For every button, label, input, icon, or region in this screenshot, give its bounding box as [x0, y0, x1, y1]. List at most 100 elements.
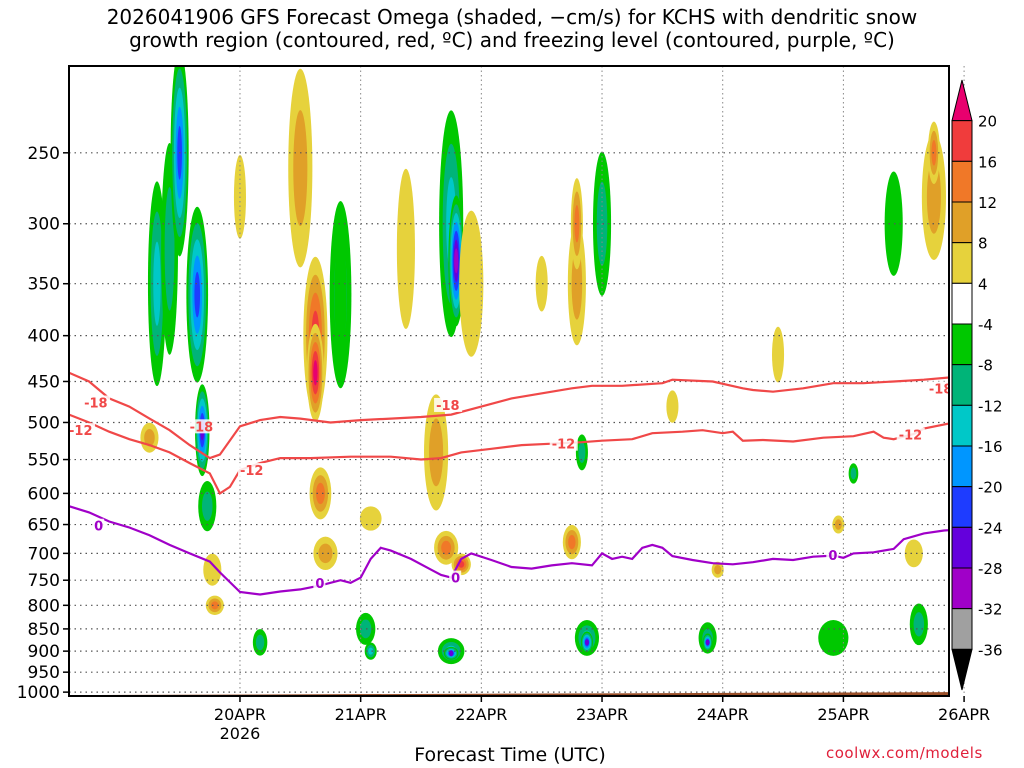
omega-cell-53-0: [666, 390, 679, 423]
y-tick-label: 950: [28, 663, 60, 683]
omega-cell-43-1: [926, 160, 941, 234]
omega-cell-50-2: [1002, 436, 1007, 454]
colorbar-swatch-5: [951, 282, 973, 325]
y-tick-label: 350: [28, 275, 60, 295]
contour-label: -18: [190, 420, 214, 435]
omega-cell-16-0: [334, 229, 347, 361]
colorbar-label: -8: [978, 357, 993, 375]
y-tick-label: 750: [28, 571, 60, 591]
colorbar-label: -24: [978, 519, 1003, 537]
omega-cell-54-0: [535, 255, 548, 312]
colorbar-swatch-9: [951, 445, 973, 488]
omega-cell-10-1: [293, 110, 308, 227]
contour-label: -18: [84, 397, 108, 412]
omega-cell-27-5: [449, 650, 454, 657]
omega-cell-48-1: [978, 495, 991, 517]
x-tick-label: 26APR: [938, 705, 990, 724]
contour-label: -18: [436, 399, 460, 414]
contour-label-bg-9: [313, 575, 326, 590]
omega-cell-12-4: [313, 360, 318, 386]
colorbar-label: 4: [978, 275, 988, 293]
temperature-contours: -18 -12 -18 -12 -18 -12 -18 -12 0 0 0 0: [69, 371, 953, 596]
omega-cell-21-1: [429, 418, 444, 487]
colorbar-swatch-2: [951, 160, 973, 203]
colorbar-swatch-13: [951, 608, 973, 650]
chart-title: 2026041906 GFS Forecast Omega (shaded, −…: [0, 6, 1024, 52]
contour-label: 0: [94, 520, 103, 535]
colorbar-label: -20: [978, 479, 1003, 497]
omega-cell-55-0: [884, 171, 903, 276]
omega-shading: [140, 66, 1024, 665]
contour-label-bg-7: [896, 427, 925, 442]
colorbar-swatch-3: [951, 201, 973, 244]
colorbar-label: 8: [978, 235, 988, 253]
x-axis-label: Forecast Time (UTC): [414, 744, 606, 766]
y-tick-label: 1000: [17, 683, 60, 703]
gridlines: [69, 66, 965, 696]
omega-cell-52-0: [771, 326, 785, 383]
x-tick-label: 23APR: [576, 705, 628, 724]
omega-cell-39-0: [818, 620, 849, 656]
colorbar-swatch-8: [951, 404, 973, 447]
x-tick-label: 22APR: [455, 705, 507, 724]
colorbar-swatch-4: [951, 242, 973, 284]
contour-label: -12: [69, 424, 93, 439]
colorbar-swatch-12: [951, 567, 973, 610]
omega-cell-40-1: [834, 519, 842, 530]
y-tick-label: 300: [28, 215, 60, 235]
contour-label-bg-3: [237, 463, 266, 478]
omega-cell-8-1: [144, 428, 155, 447]
colorbar-swatch-11: [951, 526, 973, 569]
contour-label: 0: [315, 577, 324, 592]
contour-line-1: [69, 371, 949, 460]
contour-label-bg-11: [826, 548, 839, 563]
omega-cell-19-2: [368, 647, 374, 655]
y-tick-label: 550: [28, 451, 60, 471]
omega-cell-14-1: [318, 543, 333, 564]
contour-label: -18: [929, 382, 953, 397]
y-tick-label: 900: [28, 642, 60, 662]
contour-label: 0: [451, 572, 460, 587]
x-tick-label: 24APR: [697, 705, 749, 724]
contour-label-bg-0: [82, 395, 111, 410]
colorbar-label: -32: [978, 601, 1003, 619]
omega-cell-32-1: [578, 441, 586, 463]
y-tick-label: 850: [28, 620, 60, 640]
omega-cell-5-1: [202, 491, 213, 521]
colorbar-swatch-0: [951, 79, 973, 122]
colorbar-swatch-10: [951, 486, 973, 528]
omega-cell-49-1: [1003, 552, 1016, 577]
omega-cell-24-6: [454, 248, 459, 274]
omega-cell-45-0: [904, 539, 923, 568]
contour-label: -12: [552, 438, 576, 453]
x-tick-label: 21APR: [335, 705, 387, 724]
contour-label-bg-10: [449, 570, 462, 585]
contour-label-bg-5: [549, 436, 578, 451]
omega-cell-37-5: [705, 639, 710, 646]
omega-cell-38-1: [714, 565, 722, 575]
contour-label: -12: [240, 464, 264, 479]
contour-label: 0: [828, 549, 837, 564]
title-line-2: growth region (contoured, red, ºC) and f…: [129, 28, 895, 52]
colorbar-swatch-1: [951, 120, 973, 162]
colorbar-label: 12: [978, 194, 997, 212]
site-credit: coolwx.com/models: [826, 744, 983, 762]
omega-cell-22-2: [441, 540, 452, 555]
y-tick-label: 500: [28, 413, 60, 433]
y-tick-label: 450: [28, 372, 60, 392]
contour-label-bg-2: [187, 419, 216, 434]
contour-label-bg-4: [434, 397, 463, 412]
omega-cell-1-1: [164, 187, 175, 311]
contour-label-bg-6: [926, 381, 949, 396]
axes: 2503003504004505005506006507007508008509…: [17, 144, 990, 743]
omega-cell-51-0: [1018, 172, 1024, 276]
contour-label-bg-8: [92, 518, 105, 533]
y-tick-label: 250: [28, 144, 60, 164]
colorbar-label: -16: [978, 438, 1003, 456]
colorbar-swatch-14: [951, 648, 973, 691]
colorbar: 20 16 12 8 4 -4 -8 -12 -16 -20 -24 -28 -32 -36: [951, 79, 1003, 691]
colorbar-swatch-7: [951, 364, 973, 406]
y-tick-label: 800: [28, 596, 60, 616]
y-tick-label: 650: [28, 516, 60, 536]
